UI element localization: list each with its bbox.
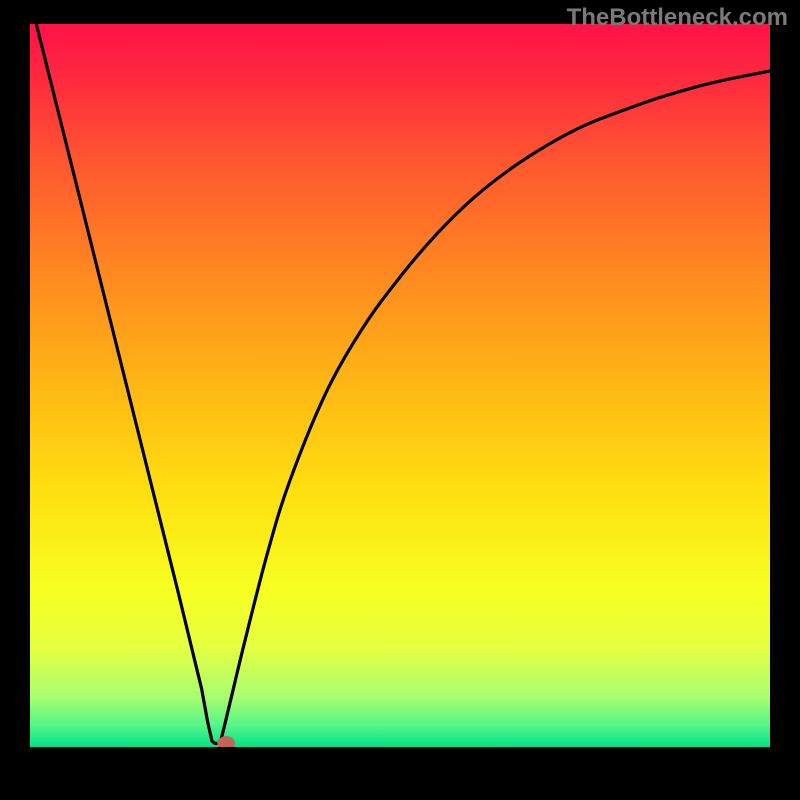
chart-root: TheBottleneck.com <box>0 0 800 800</box>
chart-plot-bg <box>30 24 770 747</box>
watermark-text: TheBottleneck.com <box>567 4 788 32</box>
bottleneck-chart <box>0 0 800 800</box>
